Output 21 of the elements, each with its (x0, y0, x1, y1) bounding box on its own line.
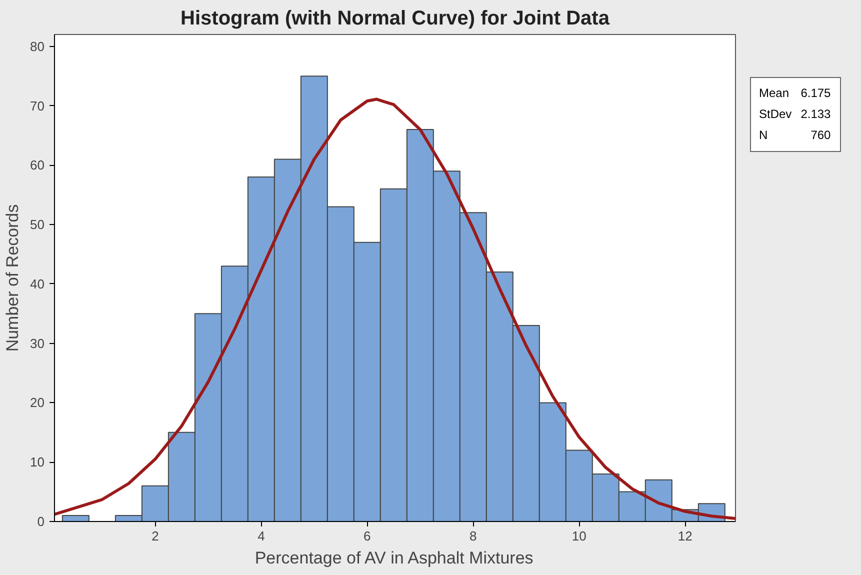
y-axis-title: Number of Records (3, 204, 22, 352)
x-tick-label: 12 (678, 528, 692, 544)
y-tick-label: 0 (37, 514, 45, 529)
x-axis-title: Percentage of AV in Asphalt Mixtures (254, 548, 534, 568)
y-tick-label: 10 (30, 454, 45, 470)
text: N 760 (759, 128, 831, 142)
y-tick-label: 60 (30, 158, 45, 173)
y-tick-label: 20 (30, 395, 45, 410)
x-tick-label: 10 (572, 528, 586, 544)
x-tick-label: 6 (364, 528, 371, 544)
x-tick-label: 4 (258, 528, 265, 544)
x-tick-label: 8 (470, 528, 477, 544)
x-tick-label: 2 (152, 528, 159, 544)
chart-title: Histogram (with Normal Curve) for Joint Data (180, 8, 610, 30)
y-tick-label: 70 (30, 98, 45, 114)
y-tick-label: 50 (30, 217, 45, 232)
text: Mean 6.175 (759, 85, 832, 102)
y-tick-label: 30 (30, 336, 45, 351)
text: StDev 2.133 (759, 106, 832, 124)
y-tick-label: 40 (30, 276, 45, 292)
y-tick-label: 80 (30, 38, 45, 54)
